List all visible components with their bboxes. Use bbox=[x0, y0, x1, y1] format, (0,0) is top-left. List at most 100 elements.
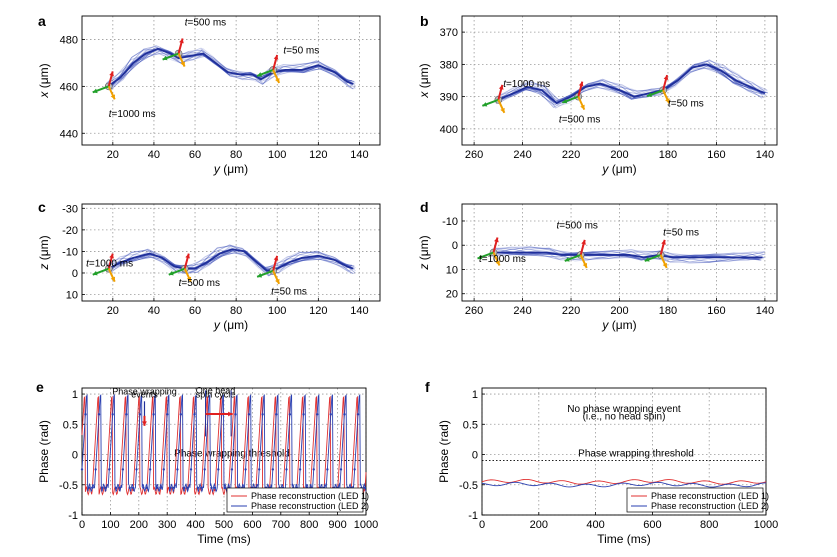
series-point bbox=[203, 468, 206, 471]
series-point bbox=[186, 486, 189, 489]
series-point bbox=[114, 486, 118, 489]
green-axis-arrow-head bbox=[92, 88, 98, 94]
series-point bbox=[275, 413, 278, 416]
y-tick-label: -30 bbox=[62, 203, 78, 215]
legend-box bbox=[626, 487, 764, 513]
series-point bbox=[315, 413, 319, 416]
time-annotation: t=500 ms bbox=[185, 17, 226, 28]
green-axis-arrow-head bbox=[162, 55, 168, 61]
x-tick-label: 140 bbox=[756, 149, 774, 161]
y-axis-label: x (μm) bbox=[417, 63, 431, 98]
annotation-t: t bbox=[283, 46, 287, 57]
series-point bbox=[298, 468, 302, 471]
series-point bbox=[152, 413, 155, 416]
phase-annotation: Phase wrapping bbox=[112, 386, 177, 396]
orange-axis-arrow-head bbox=[110, 94, 116, 100]
annotation-t: t bbox=[503, 79, 507, 90]
phase-annotation: spin cycle bbox=[196, 389, 236, 399]
annotation-rest: =50 ms bbox=[274, 287, 307, 298]
orange-axis-arrow-head bbox=[110, 276, 116, 282]
series-point bbox=[125, 413, 128, 416]
x-tick-label: 200 bbox=[530, 519, 548, 531]
series-point bbox=[285, 468, 288, 471]
red-axis-arrow-head bbox=[273, 255, 279, 261]
series-point bbox=[223, 486, 227, 489]
series-point bbox=[104, 486, 108, 489]
y-axis-label: Phase (rad) bbox=[437, 420, 451, 483]
series-point bbox=[183, 486, 186, 489]
x-tick-label: 60 bbox=[189, 149, 201, 161]
series-point bbox=[101, 486, 104, 489]
legend-entry: Phase reconstruction (LED 2) bbox=[651, 501, 769, 511]
series-point bbox=[131, 486, 135, 489]
series-line bbox=[481, 478, 767, 485]
y-tick-label: 0.5 bbox=[63, 419, 78, 431]
x-tick-label: 900 bbox=[328, 519, 346, 531]
x-tick-label: 100 bbox=[101, 519, 119, 531]
annotation-rest: =1000 ms bbox=[111, 109, 155, 120]
series-point bbox=[145, 486, 148, 489]
annotation-t: t bbox=[86, 259, 90, 270]
series-point bbox=[200, 486, 203, 489]
x-tick-label: 220 bbox=[562, 149, 580, 161]
x-tick-label: 600 bbox=[643, 519, 661, 531]
series-point bbox=[80, 468, 84, 471]
series-point bbox=[121, 468, 125, 471]
x-axis-unit: (μm) bbox=[608, 162, 636, 176]
series-point bbox=[135, 468, 138, 471]
y-axis-unit: (μm) bbox=[417, 63, 431, 91]
annotation-rest: =50 ms bbox=[286, 46, 319, 57]
series-point bbox=[162, 468, 165, 471]
annotation-t: t bbox=[559, 114, 563, 125]
x-axis-label: Time (ms) bbox=[197, 532, 251, 546]
time-annotation: t=50 ms bbox=[283, 46, 319, 57]
series-point bbox=[159, 486, 162, 489]
trajectory-main bbox=[108, 248, 354, 272]
y-tick-label: 400 bbox=[440, 124, 458, 136]
annotation-t: t bbox=[271, 287, 275, 298]
panel-label: b bbox=[420, 13, 429, 29]
series-point bbox=[353, 468, 356, 471]
series-point bbox=[118, 486, 121, 489]
y-axis-unit: (μm) bbox=[417, 235, 431, 263]
x-tick-label: 140 bbox=[350, 305, 368, 317]
orange-axis-arrow-head bbox=[275, 278, 280, 284]
series-point bbox=[258, 468, 261, 471]
red-axis-arrow-head bbox=[185, 253, 190, 259]
x-tick-label: 800 bbox=[700, 519, 718, 531]
series-point bbox=[213, 486, 217, 489]
annotation-rest: =500 ms bbox=[181, 278, 220, 289]
red-axis-arrow-head bbox=[578, 81, 584, 87]
y-axis-var: z bbox=[417, 264, 431, 271]
series-point bbox=[94, 468, 97, 471]
annotation-t: t bbox=[179, 278, 183, 289]
annotation-rest: =50 ms bbox=[666, 228, 699, 239]
x-tick-label: 300 bbox=[158, 519, 176, 531]
x-axis-label: y (μm) bbox=[601, 162, 636, 176]
trajectory-ghost bbox=[493, 249, 764, 262]
y-axis-var: z bbox=[37, 264, 51, 271]
y-tick-label: 0 bbox=[472, 450, 478, 462]
x-tick-label: 260 bbox=[465, 305, 483, 317]
time-annotation: t=1000 ms bbox=[503, 79, 550, 90]
x-tick-label: 240 bbox=[513, 305, 531, 317]
x-axis-var: y bbox=[213, 162, 221, 176]
green-axis-arrow-head bbox=[168, 270, 174, 276]
series-point bbox=[343, 413, 346, 416]
red-axis-arrow-head bbox=[179, 38, 184, 44]
red-axis-arrow-head bbox=[661, 239, 666, 245]
series-point bbox=[244, 468, 247, 471]
legend-entry: Phase reconstruction (LED 1) bbox=[251, 491, 369, 501]
annotation-t: t bbox=[109, 109, 113, 120]
x-axis-label: y (μm) bbox=[213, 162, 248, 176]
x-tick-label: 260 bbox=[465, 149, 483, 161]
orange-axis-arrow-head bbox=[580, 104, 585, 110]
y-tick-label: -1 bbox=[468, 510, 478, 522]
y-tick-label: -10 bbox=[442, 216, 458, 228]
annotation-t: t bbox=[479, 254, 483, 265]
x-axis-label: Time (ms) bbox=[597, 532, 651, 546]
series-point bbox=[176, 468, 179, 471]
trajectory-ghost bbox=[490, 245, 766, 264]
y-axis-label: z (μm) bbox=[417, 235, 431, 270]
annotation-rest: =1000 ms bbox=[482, 254, 526, 265]
